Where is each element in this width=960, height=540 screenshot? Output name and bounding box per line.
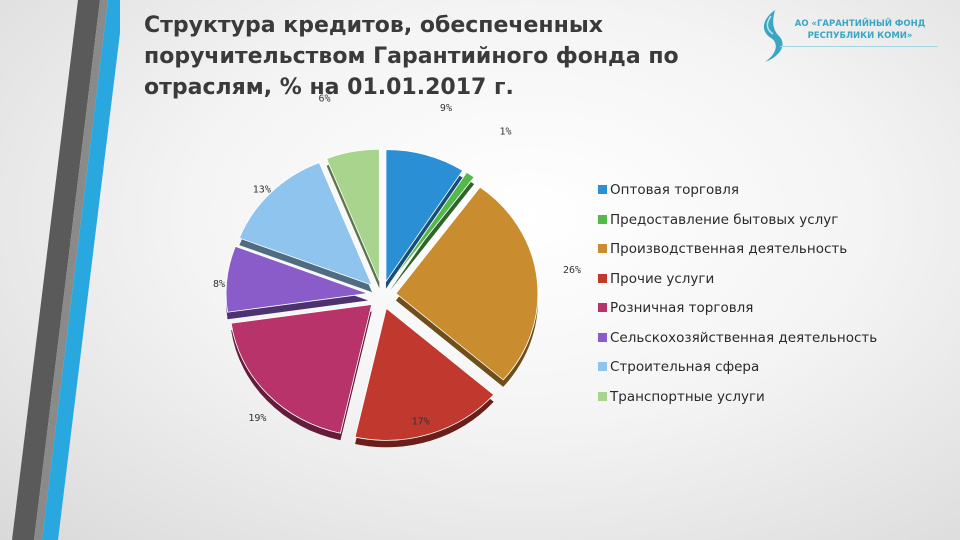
pie-slice xyxy=(238,162,373,293)
legend-swatch xyxy=(598,244,607,253)
logo-text-line: АО «ГАРАНТИЙНЫЙ ФОНД xyxy=(794,19,926,29)
legend-label: Прочие услуги xyxy=(610,270,715,287)
pie-slice xyxy=(385,149,464,289)
pie-slice-top xyxy=(326,148,380,282)
data-label: 19% xyxy=(248,413,266,424)
logo-underline xyxy=(780,46,938,47)
legend-label: Сельскохозяйственная деятельность xyxy=(610,329,878,346)
data-label: 13% xyxy=(253,185,271,196)
logo-text: АО «ГАРАНТИЙНЫЙ ФОНД РЕСПУБЛИКИ КОМИ» xyxy=(780,18,940,42)
data-label: 8% xyxy=(213,279,225,290)
pie-slice-top xyxy=(354,307,495,441)
legend-label: Производственная деятельность xyxy=(610,241,848,257)
pie-slice-top xyxy=(230,304,373,434)
pie-slice xyxy=(395,186,539,387)
legend-swatch xyxy=(598,214,607,224)
pie-slice xyxy=(354,307,495,448)
pie-slice-top xyxy=(238,162,373,286)
decorative-stripes xyxy=(12,0,120,540)
legend-item: Оптовая торговля xyxy=(598,182,739,200)
pie-slice xyxy=(389,171,475,291)
title-line: Структура кредитов, обеспеченных xyxy=(144,13,603,38)
pie-slice-top xyxy=(225,245,369,313)
title-line: поручительством Гарантийного фонда по xyxy=(144,44,679,69)
data-label: 26% xyxy=(563,265,581,276)
legend-item: Производственная деятельность xyxy=(598,241,847,259)
pie-slice xyxy=(326,148,380,289)
logo-leaf-icon xyxy=(763,10,783,62)
pie-slice-top xyxy=(385,149,464,283)
legend-label: Предоставление бытовых услуг xyxy=(610,211,839,228)
legend-label: Оптовая торговля xyxy=(610,182,739,198)
pie-slice xyxy=(225,245,369,320)
pie-slice-depth xyxy=(389,179,475,291)
legend-item: Транспортные услуги xyxy=(598,389,765,407)
legend-swatch xyxy=(598,273,607,283)
legend-item: Сельскохозяйственная деятельность xyxy=(598,330,877,348)
legend-swatch xyxy=(598,185,607,194)
legend-label: Розничная торговля xyxy=(610,300,754,316)
legend-label: Транспортные услуги xyxy=(610,388,765,405)
legend-label: Строительная сфера xyxy=(610,359,760,375)
pie-slice-top xyxy=(389,171,475,284)
pie-slice-top xyxy=(395,186,539,381)
logo-text-line: РЕСПУБЛИКИ КОМИ» xyxy=(807,31,913,41)
legend-item: Розничная торговля xyxy=(598,300,753,318)
title-line: отраслям, % на 01.01.2017 г. xyxy=(144,75,514,100)
pie-slice xyxy=(230,304,373,441)
legend-swatch xyxy=(598,332,607,342)
slide-title: Структура кредитов, обеспеченных поручит… xyxy=(144,10,704,103)
legend-swatch xyxy=(598,391,607,401)
legend-item: Строительная сфера xyxy=(598,359,759,377)
data-label: 17% xyxy=(412,417,430,428)
legend-item: Предоставление бытовых услуг xyxy=(598,212,838,230)
data-label: 9% xyxy=(440,103,452,114)
data-label: 1% xyxy=(499,127,511,138)
legend-swatch xyxy=(598,362,607,371)
data-label: 6% xyxy=(318,94,330,105)
legend-swatch xyxy=(598,303,607,312)
legend-item: Прочие услуги xyxy=(598,271,714,289)
